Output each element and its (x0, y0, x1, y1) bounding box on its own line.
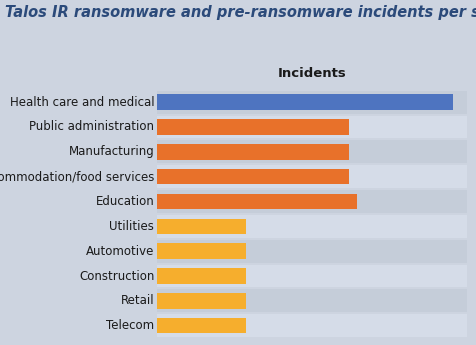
Bar (157, 144, 348, 159)
Bar (157, 165, 466, 188)
Bar (157, 215, 466, 238)
Text: Public administration: Public administration (29, 120, 154, 134)
Text: Telecom: Telecom (106, 319, 154, 332)
Bar (157, 268, 246, 284)
Text: Incidents: Incidents (278, 67, 346, 80)
Bar (157, 119, 348, 135)
Bar (157, 116, 466, 138)
Bar (157, 95, 452, 110)
Bar (157, 318, 246, 333)
Text: Construction: Construction (79, 269, 154, 283)
Bar (157, 140, 466, 163)
Text: Manufacturing: Manufacturing (69, 145, 154, 158)
Text: Retail: Retail (120, 294, 154, 307)
Text: Talos IR ransomware and pre-ransomware incidents per sector: Talos IR ransomware and pre-ransomware i… (5, 5, 476, 20)
Bar (157, 265, 466, 287)
Bar (157, 194, 356, 209)
Bar (157, 240, 466, 263)
Bar (157, 244, 246, 259)
Bar (157, 289, 466, 312)
Bar (157, 190, 466, 213)
Bar (157, 91, 466, 114)
Bar (157, 314, 466, 337)
Text: Automotive: Automotive (86, 245, 154, 258)
Text: Utilities: Utilities (109, 220, 154, 233)
Bar (157, 169, 348, 184)
Bar (157, 219, 246, 234)
Text: Education: Education (95, 195, 154, 208)
Bar (157, 293, 246, 308)
Text: Health care and medical: Health care and medical (10, 96, 154, 109)
Text: Accommodation/food services: Accommodation/food services (0, 170, 154, 183)
